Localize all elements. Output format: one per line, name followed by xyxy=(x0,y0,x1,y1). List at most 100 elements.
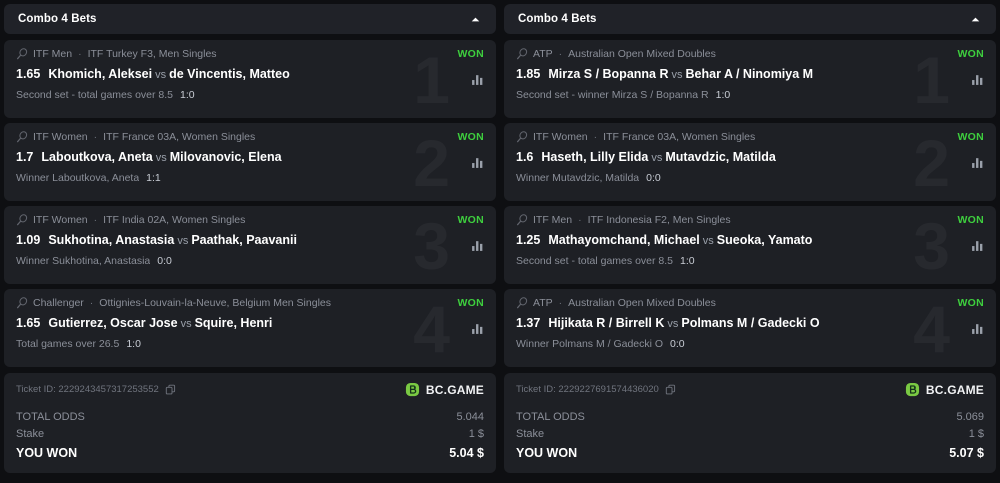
away-team: Sueoka, Yamato xyxy=(716,233,813,247)
bet-row[interactable]: 1ATP·Australian Open Mixed DoublesWON1.8… xyxy=(504,40,996,118)
tournament-name: Ottignies-Louvain-la-Neuve, Belgium Men … xyxy=(99,297,331,309)
bet-selection: 1.6 Haseth, Lilly Elida vs Mutavdzic, Matil… xyxy=(516,150,984,164)
separator: · xyxy=(558,48,563,60)
bar-stats-icon[interactable] xyxy=(971,157,984,168)
separator: · xyxy=(78,48,82,60)
payout-row: YOU WON 5.04 $ xyxy=(16,442,484,463)
match-teams: Khomich, Aleksei vs de Vincentis, Matteo xyxy=(48,67,289,81)
bet-row[interactable]: 3ITF Women·ITF India 02A, Women SinglesW… xyxy=(4,206,496,284)
bet-header: ITF Men · ITF Turkey F3, Men Singles WON xyxy=(16,48,484,60)
status-badge: WON xyxy=(457,297,484,309)
league-name: ITF Women xyxy=(33,131,88,143)
bar-stats-icon[interactable] xyxy=(971,74,984,85)
bar-stats-icon[interactable] xyxy=(971,240,984,251)
league-info: Challenger · Ottignies-Louvain-la-Neuve, B… xyxy=(16,297,331,309)
bet-row[interactable]: 3ITF Men·ITF Indonesia F2, Men SinglesWO… xyxy=(504,206,996,284)
stake-label: Stake xyxy=(516,427,545,440)
slip-header[interactable]: Combo 4 Bets xyxy=(504,4,996,34)
bet-row[interactable]: 4Challenger·Ottignies-Louvain-la-Neuve, … xyxy=(4,289,496,367)
chevron-up-icon[interactable] xyxy=(969,13,982,26)
chevron-up-icon[interactable] xyxy=(469,13,482,26)
tennis-racket-icon xyxy=(17,48,28,60)
bet-header: ITF Men · ITF Indonesia F2, Men Singles WON xyxy=(516,214,984,226)
match-score: 1:0 xyxy=(180,89,195,101)
match-score: 0:0 xyxy=(646,172,661,184)
ticket-id-group[interactable]: Ticket ID: 2229243457317253552 xyxy=(16,384,176,395)
tennis-racket-icon xyxy=(17,131,28,143)
payout-label: YOU WON xyxy=(16,446,78,460)
copy-icon[interactable] xyxy=(165,384,176,395)
vs-label: vs xyxy=(667,318,679,330)
market-name: Second set - total games over 8.5 xyxy=(516,255,674,267)
slip-footer: Ticket ID: 2229243457317253552 BC.GAME TOT… xyxy=(4,373,496,473)
league-name: ATP xyxy=(533,297,553,309)
slip-footer: Ticket ID: 2229227691574436020 BC.GAME TOT… xyxy=(504,373,996,473)
bet-row[interactable]: 2ITF Women·ITF France 03A, Women Singles… xyxy=(4,123,496,201)
home-team: Mirza S / Bopanna R xyxy=(548,67,669,81)
bet-selection: 1.25 Mathayomchand, Michael vs Sueoka, Yama… xyxy=(516,233,984,247)
payout-label: YOU WON xyxy=(516,446,578,460)
total-odds-row: TOTAL ODDS 5.069 xyxy=(516,408,984,425)
copy-icon[interactable] xyxy=(665,384,676,395)
ticket-id-group[interactable]: Ticket ID: 2229227691574436020 xyxy=(516,384,676,395)
bar-stats-icon[interactable] xyxy=(971,323,984,334)
tennis-racket-icon xyxy=(517,214,528,226)
bet-market-row: Winner Laboutkova, Aneta 1:1 xyxy=(16,172,484,184)
odds-value: 1.85 xyxy=(516,67,541,81)
separator: · xyxy=(93,214,98,226)
separator: · xyxy=(89,297,94,309)
away-team: Behar A / Ninomiya M xyxy=(685,67,814,81)
bet-row[interactable]: 2ITF Women·ITF France 03A, Women Singles… xyxy=(504,123,996,201)
bar-stats-icon[interactable] xyxy=(471,74,484,85)
tournament-name: ITF France 03A, Women Singles xyxy=(603,131,756,143)
league-name: ITF Men xyxy=(533,214,573,226)
tennis-racket-icon xyxy=(517,48,528,60)
away-team: Squire, Henri xyxy=(194,316,273,330)
total-odds-value: 5.044 xyxy=(456,410,484,423)
odds-value: 1.65 xyxy=(16,316,41,330)
tennis-racket-icon xyxy=(17,214,28,226)
totals-block: TOTAL ODDS 5.044 Stake 1 $ YOU WON 5.04 $ xyxy=(16,408,484,463)
home-team: Laboutkova, Aneta xyxy=(41,150,153,164)
tournament-name: Australian Open Mixed Doubles xyxy=(568,297,716,309)
stake-value: 1 $ xyxy=(968,427,984,440)
bar-stats-icon[interactable] xyxy=(471,323,484,334)
slip-header[interactable]: Combo 4 Bets xyxy=(4,4,496,34)
bcgame-logo-icon xyxy=(405,382,419,397)
slip-title: Combo 4 Bets xyxy=(18,13,97,25)
ticket-id: Ticket ID: 2229243457317253552 xyxy=(16,384,159,395)
vs-label: vs xyxy=(177,235,189,247)
tournament-name: Australian Open Mixed Doubles xyxy=(568,48,716,60)
bet-selection: 1.65 Gutierrez, Oscar Jose vs Squire, Henri xyxy=(16,316,484,330)
ticket-row: Ticket ID: 2229227691574436020 BC.GAME xyxy=(516,382,984,397)
odds-value: 1.65 xyxy=(16,67,41,81)
vs-label: vs xyxy=(671,69,683,81)
tournament-name: ITF Turkey F3, Men Singles xyxy=(87,48,217,60)
brand-logo: BC.GAME xyxy=(405,382,484,397)
stake-row: Stake 1 $ xyxy=(16,425,484,442)
status-badge: WON xyxy=(957,214,984,226)
bet-slip-panel: Combo 4 Bets1ITF Men·ITF Turkey F3, Men … xyxy=(4,4,496,479)
league-name: ITF Men xyxy=(33,48,73,60)
bet-row[interactable]: 4ATP·Australian Open Mixed DoublesWON1.3… xyxy=(504,289,996,367)
market-name: Second set - winner Mirza S / Bopanna R xyxy=(516,89,709,101)
bar-stats-icon[interactable] xyxy=(471,240,484,251)
ticket-row: Ticket ID: 2229243457317253552 BC.GAME xyxy=(16,382,484,397)
odds-value: 1.7 xyxy=(16,150,34,164)
league-info: ATP · Australian Open Mixed Doubles xyxy=(516,48,716,60)
vs-label: vs xyxy=(180,318,192,330)
stake-label: Stake xyxy=(16,427,45,440)
bar-stats-icon[interactable] xyxy=(471,157,484,168)
ticket-id: Ticket ID: 2229227691574436020 xyxy=(516,384,659,395)
bets-list: 1ATP·Australian Open Mixed DoublesWON1.8… xyxy=(504,40,996,367)
bet-slip-panel: Combo 4 Bets1ATP·Australian Open Mixed D… xyxy=(504,4,996,479)
away-team: Polmans M / Gadecki O xyxy=(681,316,820,330)
tennis-racket-icon xyxy=(17,297,28,309)
league-name: ATP xyxy=(533,48,553,60)
separator: · xyxy=(558,297,563,309)
tennis-racket-icon xyxy=(517,297,528,309)
